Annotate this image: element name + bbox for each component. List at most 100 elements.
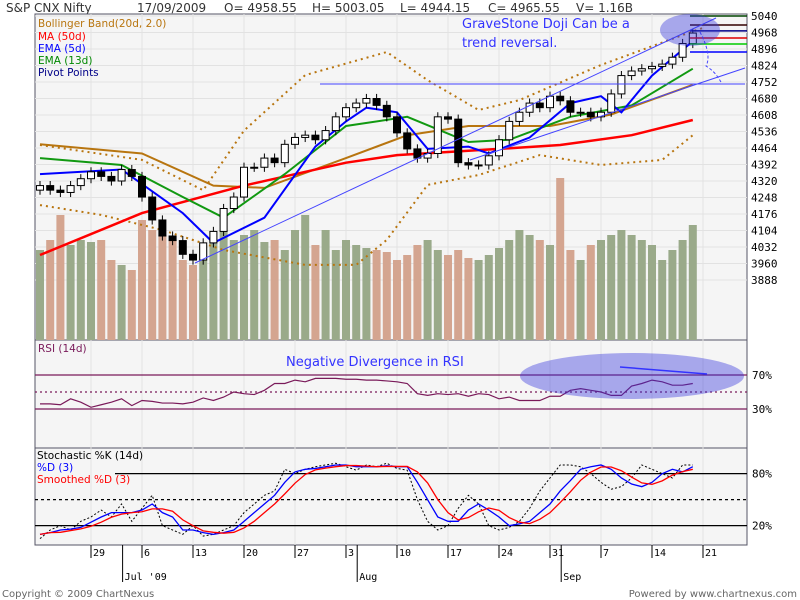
candle-body <box>393 116 401 134</box>
volume-bar <box>444 255 452 340</box>
candle-body <box>444 116 452 120</box>
candle-body <box>311 134 320 141</box>
candle-body <box>627 70 636 77</box>
volume-bars <box>36 178 697 340</box>
x-tick-label: 24 <box>501 548 513 559</box>
stochastic-panel <box>34 447 748 546</box>
candle-body <box>382 104 391 118</box>
y-tick-label: 3888 <box>751 274 778 287</box>
candle-body <box>413 148 422 159</box>
y-tick-label: 3960 <box>751 258 778 271</box>
volume-bar <box>566 250 575 340</box>
volume-bar <box>158 235 167 340</box>
legend-ema5: EMA (5d) <box>38 43 86 55</box>
volume-bar <box>433 250 442 340</box>
copyright-text: Copyright © 2009 ChartNexus <box>2 589 154 600</box>
rsi-divergence-line <box>619 366 708 375</box>
volume-bar <box>127 270 136 340</box>
volume-bar <box>199 245 208 340</box>
stochastic-k-line <box>39 462 693 540</box>
volume-bar <box>56 215 65 340</box>
volume-bar <box>342 240 350 340</box>
candle-body <box>46 185 55 191</box>
volume-bar <box>148 230 157 340</box>
header-low: L= 4944.15 <box>400 1 470 15</box>
legend-bollinger: Bollinger Band(20d, 2.0) <box>38 18 166 30</box>
candle-body <box>219 208 228 232</box>
candle-body <box>240 166 248 198</box>
ma50-line <box>39 118 694 257</box>
y-tick-label: 4464 <box>751 142 778 155</box>
volume-bar <box>87 242 95 340</box>
y-tick-label: 4896 <box>751 43 778 56</box>
candle-body <box>189 253 197 261</box>
volume-bar <box>668 250 677 340</box>
candle-body <box>484 155 493 166</box>
header-open: O= 4958.55 <box>224 1 297 15</box>
rsi-annotation: Negative Divergence in RSI <box>286 355 464 370</box>
volume-bar <box>331 250 340 340</box>
candle-body <box>433 116 442 155</box>
candle-body <box>36 185 44 191</box>
stochastic-smoothed-label: Smoothed %D (3) <box>37 474 130 486</box>
month-label: Jul '09 <box>125 572 167 583</box>
rsi-line <box>40 377 693 408</box>
candle-body <box>495 139 503 157</box>
candle-body <box>270 157 279 164</box>
volume-bar <box>525 235 534 340</box>
candle-body <box>138 175 146 198</box>
volume-bar <box>586 245 595 340</box>
candle-body <box>566 100 575 113</box>
powered-by-link[interactable]: Powered by www.chartnexus.com <box>629 589 797 600</box>
y-tick-label: 4608 <box>751 109 778 122</box>
month-label: Sep <box>563 572 581 583</box>
volume-bar <box>535 240 544 340</box>
volume-bar <box>597 240 605 340</box>
candle-body <box>372 98 381 106</box>
volume-bar <box>362 248 371 340</box>
x-tick-label: 7 <box>603 548 609 559</box>
candle-body <box>556 95 565 102</box>
volume-bar <box>270 240 279 340</box>
volume-bar <box>607 235 616 340</box>
x-tick-label: 21 <box>705 548 717 559</box>
volume-bar <box>382 252 391 340</box>
volume-bar <box>658 260 667 340</box>
legend-pivot-points: Pivot Points <box>38 67 99 79</box>
candle-body <box>56 189 65 193</box>
y-tick-label: 4032 <box>751 241 778 254</box>
volume-bar <box>209 240 218 340</box>
legend-ema13: EMA (13d) <box>38 55 92 67</box>
volume-bar <box>311 245 320 340</box>
volume-bar <box>36 250 44 340</box>
x-tick-label: 27 <box>297 548 309 559</box>
y-tick-label: 4968 <box>751 27 778 40</box>
candle-body <box>535 102 544 109</box>
volume-bar <box>321 230 330 340</box>
candle-body <box>209 230 218 244</box>
candle-body <box>342 107 350 118</box>
volume-bar <box>505 240 514 340</box>
volume-bar <box>372 250 381 340</box>
candle-body <box>87 171 95 180</box>
x-tick-label: 3 <box>348 548 354 559</box>
volume-bar <box>97 240 106 340</box>
x-tick-label: 29 <box>93 548 105 559</box>
candle-body <box>127 169 136 177</box>
axis-labels: 29 6 13 20 27 3 10 17 24 31 7 14 21 Jul '09 Aug Sep 5040… <box>90 10 778 583</box>
candle-body <box>76 178 85 187</box>
candle-body <box>250 166 259 169</box>
candlesticks <box>36 28 697 265</box>
candle-body <box>178 240 187 255</box>
volume-bar <box>66 245 75 340</box>
candle-body <box>362 98 371 104</box>
volume-bar <box>688 225 697 340</box>
y-tick-label: 4320 <box>751 175 778 188</box>
volume-bar <box>117 265 126 340</box>
rising-trendline <box>469 67 746 161</box>
header-close: C= 4965.55 <box>488 1 560 15</box>
volume-bar <box>291 230 299 340</box>
support-trendline <box>194 17 717 264</box>
volume-bar <box>495 248 503 340</box>
candle-body <box>464 162 473 166</box>
